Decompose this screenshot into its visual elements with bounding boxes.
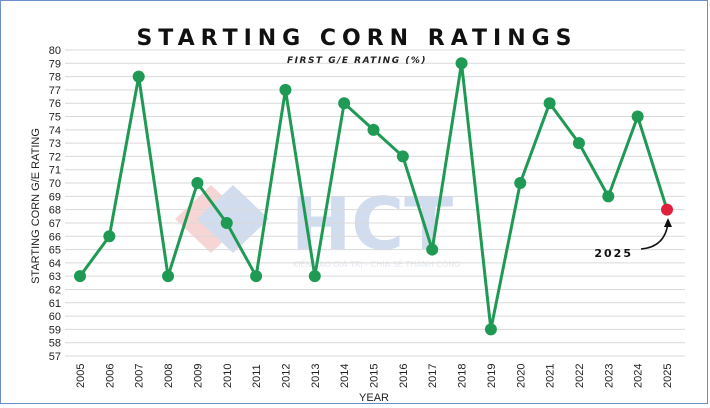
data-point bbox=[338, 97, 351, 110]
data-point bbox=[191, 177, 204, 190]
x-tick-label: 2016 bbox=[398, 364, 410, 388]
x-tick-label: 2018 bbox=[457, 364, 469, 388]
y-tick-label: 74 bbox=[49, 125, 61, 137]
y-tick-label: 63 bbox=[49, 271, 61, 283]
data-point bbox=[396, 150, 409, 163]
x-tick-label: 2012 bbox=[280, 364, 292, 388]
chart-subtitle: FIRST G/E RATING (%) bbox=[287, 56, 427, 66]
x-tick-label: 2005 bbox=[75, 364, 87, 388]
x-tick-label: 2009 bbox=[192, 364, 204, 388]
y-tick-label: 72 bbox=[49, 151, 61, 163]
data-point bbox=[132, 70, 145, 83]
data-point bbox=[367, 123, 380, 136]
annotation-label: 2025 bbox=[594, 247, 633, 260]
y-tick-label: 80 bbox=[49, 45, 61, 57]
y-tick-label: 61 bbox=[49, 298, 61, 310]
y-tick-label: 59 bbox=[49, 324, 61, 336]
y-tick-label: 77 bbox=[49, 85, 61, 97]
y-tick-label: 66 bbox=[49, 231, 61, 243]
x-tick-label: 2008 bbox=[163, 364, 175, 388]
data-point bbox=[572, 137, 585, 150]
data-point bbox=[250, 270, 263, 283]
x-tick-label: 2024 bbox=[633, 364, 645, 388]
y-tick-label: 73 bbox=[49, 138, 61, 150]
x-tick-label: 2013 bbox=[310, 364, 322, 388]
data-point bbox=[308, 270, 321, 283]
chart-title: STARTING CORN RATINGS bbox=[136, 26, 577, 51]
y-tick-label: 79 bbox=[49, 58, 61, 70]
y-tick-label: 65 bbox=[49, 245, 61, 257]
data-point bbox=[74, 270, 86, 283]
data-point bbox=[279, 83, 292, 96]
data-point bbox=[455, 57, 468, 70]
data-points bbox=[74, 57, 673, 336]
annotation-arrowhead bbox=[664, 218, 672, 227]
y-tick-label: 69 bbox=[49, 191, 61, 203]
x-axis-ticks: 2005 2006 2007 2008 2009 2010 2011 2012 2013 2014… bbox=[75, 364, 674, 388]
x-tick-label: 2019 bbox=[486, 364, 498, 388]
data-point bbox=[103, 230, 116, 243]
y-tick-label: 64 bbox=[49, 258, 61, 270]
y-tick-label: 57 bbox=[49, 351, 61, 363]
data-point bbox=[602, 190, 615, 203]
x-tick-label: 2021 bbox=[545, 364, 557, 388]
data-point bbox=[220, 216, 233, 229]
x-tick-label: 2007 bbox=[134, 364, 146, 388]
y-tick-label: 75 bbox=[49, 112, 61, 124]
x-tick-label: 2025 bbox=[662, 364, 674, 388]
annotation-2025: 2025 bbox=[594, 218, 672, 260]
x-axis-label: YEAR bbox=[359, 392, 389, 404]
y-tick-label: 60 bbox=[49, 311, 61, 323]
data-point bbox=[426, 243, 439, 256]
gridlines bbox=[65, 49, 685, 357]
y-tick-label: 78 bbox=[49, 72, 61, 84]
data-point bbox=[631, 110, 644, 123]
x-tick-label: 2015 bbox=[369, 364, 381, 388]
x-tick-label: 2010 bbox=[222, 364, 234, 388]
y-tick-label: 58 bbox=[49, 338, 61, 350]
y-tick-label: 62 bbox=[49, 284, 61, 296]
data-point-highlight bbox=[661, 203, 673, 216]
x-tick-label: 2017 bbox=[427, 364, 439, 388]
data-point bbox=[514, 177, 527, 190]
x-tick-label: 2006 bbox=[104, 364, 116, 388]
x-tick-label: 2014 bbox=[339, 364, 351, 388]
y-axis-label: STARTING CORN G/E RATING bbox=[30, 128, 42, 284]
x-tick-label: 2022 bbox=[574, 364, 586, 388]
watermark-tagline: KIẾN TẠO GIÁ TRỊ - CHIA SẺ THÀNH CÔNG bbox=[293, 258, 460, 270]
data-point bbox=[484, 323, 497, 336]
x-tick-label: 2011 bbox=[251, 364, 263, 388]
y-tick-label: 76 bbox=[49, 98, 61, 110]
x-tick-label: 2020 bbox=[515, 364, 527, 388]
y-tick-label: 68 bbox=[49, 205, 61, 217]
y-tick-label: 71 bbox=[49, 165, 61, 177]
data-point bbox=[543, 97, 556, 110]
y-tick-label: 67 bbox=[49, 218, 61, 230]
data-point bbox=[162, 270, 175, 283]
x-tick-label: 2023 bbox=[603, 364, 615, 388]
y-tick-label: 70 bbox=[49, 178, 61, 190]
